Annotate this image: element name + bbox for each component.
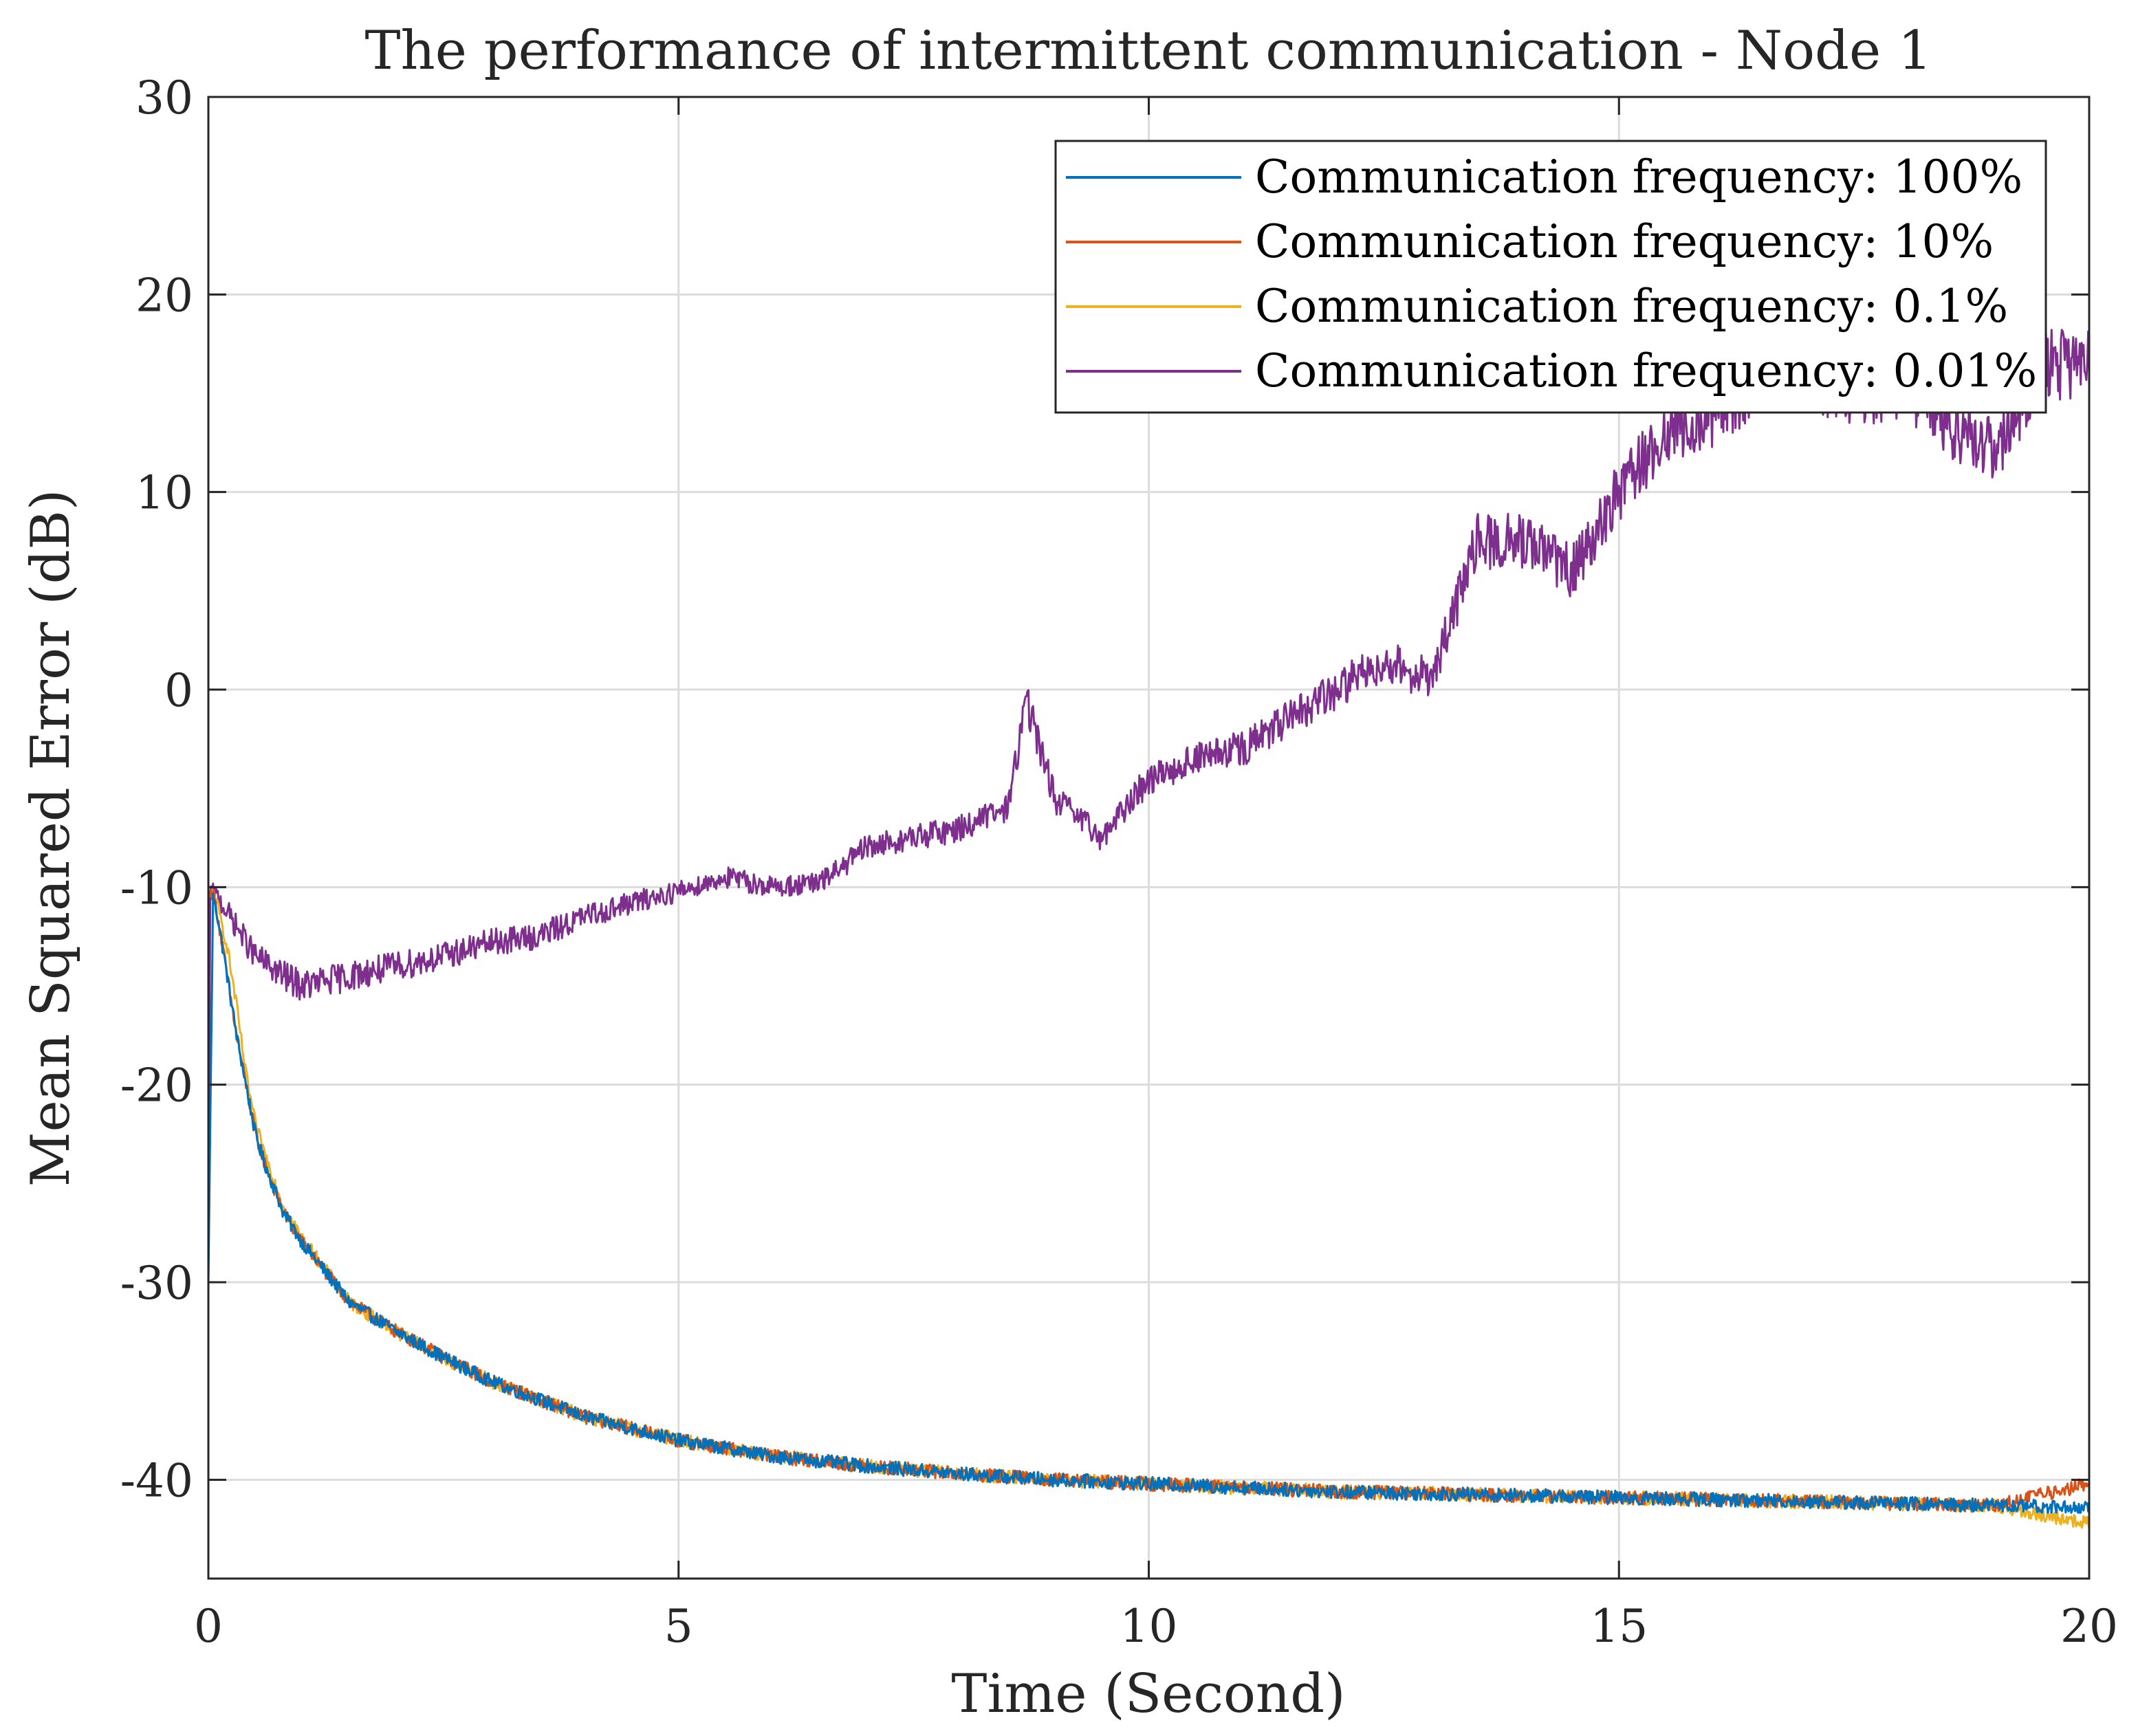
y-tick-label: -10: [120, 861, 193, 914]
y-tick-label: -40: [120, 1454, 193, 1507]
series-line-0: [207, 892, 2091, 1514]
legend-label-3: Communication frequency: 0.01%: [1255, 344, 2037, 397]
axis-ticks: 0 5 10 15 20 30 20 10 0 -10 -20 -30 -40: [120, 72, 2118, 1653]
x-tick-label: 5: [664, 1600, 693, 1653]
legend-label-2: Communication frequency: 0.1%: [1255, 280, 2008, 333]
legend-box: [1054, 140, 2047, 414]
y-tick-label: 10: [135, 467, 193, 520]
y-tick-label: -30: [120, 1257, 193, 1310]
y-tick-label: 0: [164, 664, 193, 717]
legend-label-0: Communication frequency: 100%: [1255, 151, 2022, 204]
x-tick-label: 20: [2060, 1600, 2118, 1653]
x-tick-label: 15: [1590, 1600, 1648, 1653]
y-tick-label: -20: [120, 1059, 193, 1112]
legend-label-1: Communication frequency: 10%: [1255, 215, 1994, 268]
y-tick-label: 30: [135, 72, 193, 124]
x-axis-label: Time (Second): [951, 1663, 1345, 1725]
x-tick-label: 10: [1120, 1600, 1178, 1653]
y-tick-label: 20: [135, 269, 193, 322]
legend: Communication frequency: 100% Communicati…: [1054, 140, 2047, 414]
x-tick-label: 0: [194, 1600, 223, 1653]
chart-title: The performance of intermittent communic…: [364, 20, 1932, 82]
y-axis-label: Mean Squared Error (dB): [20, 490, 82, 1187]
